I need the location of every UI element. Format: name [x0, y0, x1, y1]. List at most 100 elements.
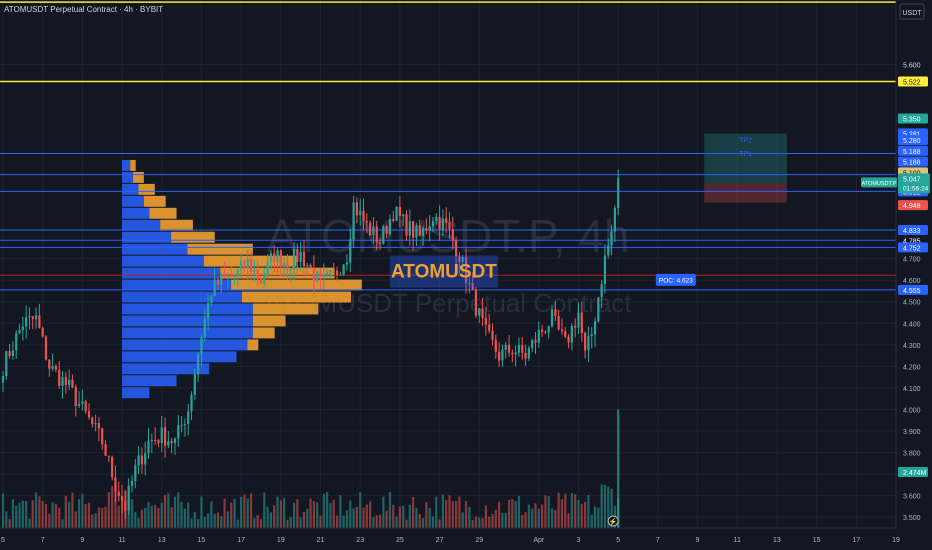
candle-body: [15, 333, 18, 351]
candle-body: [593, 321, 597, 335]
volume-bar: [61, 519, 64, 528]
candle-body: [206, 303, 210, 320]
price-tag-label: 4.555: [903, 288, 921, 295]
volume-bar: [438, 519, 441, 528]
candle-body: [163, 427, 167, 446]
volume-bar: [64, 495, 67, 528]
candle-body: [130, 480, 134, 486]
volume-bar: [388, 492, 392, 528]
price-tick-label: 3.900: [903, 429, 921, 436]
currency-button[interactable]: [899, 3, 925, 20]
candle-body: [544, 331, 547, 333]
candle-body: [94, 423, 97, 425]
volume-bar: [306, 508, 309, 528]
profile-bin-orange: [160, 219, 193, 231]
candle-body: [547, 326, 550, 333]
candle-body: [607, 245, 610, 256]
volume-bar: [534, 503, 537, 528]
tp2-label: TP2: [739, 138, 752, 145]
volume-bar: [425, 502, 428, 528]
volume-bar: [170, 507, 173, 528]
poc-badge: [655, 273, 696, 286]
volume-bar: [223, 498, 226, 528]
volume-bar: [1, 493, 5, 528]
price-tag-label: 4.948: [903, 203, 921, 210]
candle-body: [41, 328, 44, 337]
horizontal-levels: POC: 4.623: [0, 1, 896, 291]
candle-body: [117, 491, 120, 497]
volume-tag-label: 2.474M: [903, 470, 927, 477]
volume-bar: [220, 516, 223, 528]
volume-bar: [107, 492, 110, 528]
candle-body: [613, 207, 616, 232]
candle-body: [38, 315, 41, 329]
candle-body: [335, 270, 339, 275]
candle-body: [273, 253, 276, 262]
candle-body: [468, 282, 471, 284]
candle-body: [230, 275, 233, 277]
candle-body: [481, 308, 484, 318]
candle-body: [488, 324, 491, 331]
profile-bin-orange: [171, 231, 215, 243]
volume-bar: [259, 518, 263, 528]
volume-bar: [557, 492, 560, 528]
candle-body: [534, 340, 537, 343]
candle-body: [590, 334, 593, 337]
candle-body: [415, 225, 418, 238]
volume-bar: [507, 499, 511, 528]
volume-bar: [428, 507, 431, 528]
volume-bar: [352, 508, 355, 528]
volume-bar: [564, 493, 567, 528]
candle-body: [580, 312, 583, 333]
time-tick-label: 17: [852, 537, 860, 544]
candle-body: [504, 344, 507, 350]
current-price-bg: [898, 173, 930, 194]
volume-bar: [200, 496, 203, 528]
candle-body: [428, 226, 431, 231]
volume-bar: [372, 517, 375, 528]
volume-bar: [167, 493, 170, 528]
candle-body: [21, 326, 24, 330]
volume-bar: [319, 515, 322, 528]
time-tick-label: Apr: [533, 537, 545, 544]
candle-body: [58, 369, 61, 386]
volume-bar: [249, 493, 253, 528]
volume-bar: [355, 507, 358, 528]
candle-body: [369, 222, 372, 236]
volume-bar: [74, 511, 77, 528]
symbol-box: ATOMUSDT: [389, 255, 498, 288]
volume-bar: [266, 506, 269, 528]
volume-bar: [577, 500, 580, 528]
candle-body: [44, 336, 48, 360]
price-tick-label: 4.200: [903, 364, 921, 371]
time-axis[interactable]: 5 7 9 11 13 15 17 19 21 23 25 27 29 Apr 3 5 7 9 11 13 15 17 19…: [0, 515, 932, 550]
price-tag-bg: [898, 76, 928, 87]
candle-body: [283, 262, 286, 267]
volume-bar: [236, 519, 239, 528]
candle-body: [359, 210, 362, 216]
candle-body: [292, 248, 296, 269]
volume-bar: [574, 494, 577, 528]
volume-bar: [210, 501, 213, 528]
candle-body: [180, 425, 183, 427]
candle-body: [203, 319, 206, 338]
candle-body: [372, 226, 375, 236]
chart-title: ATOMUSDT Perpetual Contract · 4h · BYBIT: [4, 5, 163, 14]
volume-bar: [289, 516, 292, 528]
candle-body: [31, 316, 34, 320]
position-tool[interactable]: TP2 TP1: [704, 133, 787, 203]
candle-body: [332, 270, 335, 272]
candle-body: [531, 340, 534, 348]
candle-body: [349, 239, 352, 263]
profile-bin-orange: [231, 279, 362, 291]
price-tag-label: 4.833: [903, 228, 921, 235]
volume-bar: [94, 513, 97, 528]
candle-body: [395, 206, 398, 221]
volume-bar: [511, 498, 514, 528]
volume-bar: [51, 502, 54, 528]
candle-body: [266, 261, 269, 276]
volume-bar: [84, 504, 87, 528]
price-axis[interactable]: 3.5003.6003.7003.8003.9004.0004.1004.200…: [861, 0, 932, 550]
volume-bar: [299, 517, 302, 528]
